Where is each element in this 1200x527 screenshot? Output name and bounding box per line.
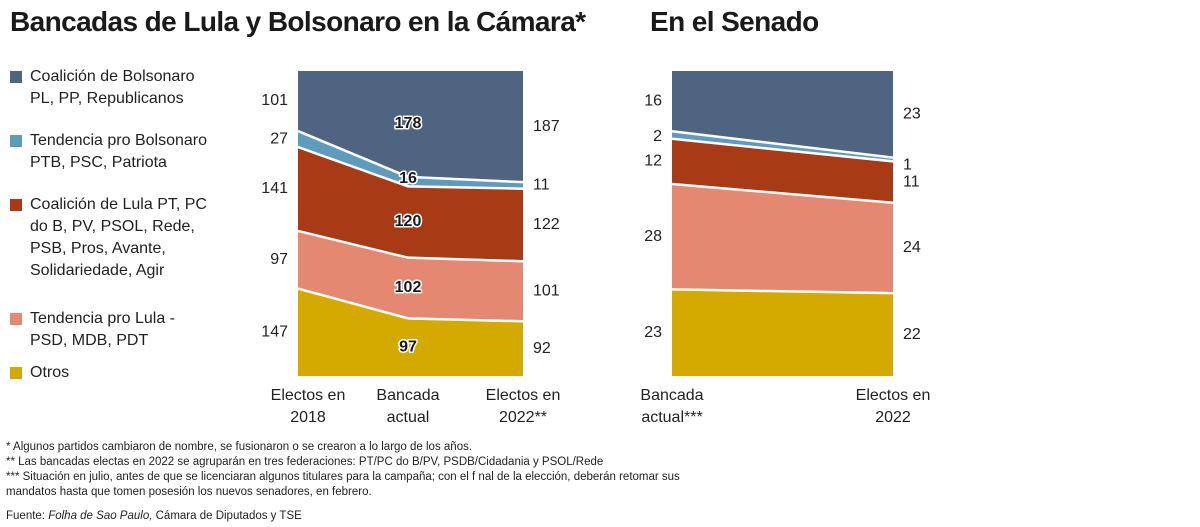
data-label: 101: [261, 92, 288, 109]
data-label: 24: [903, 239, 921, 256]
chart-senado: 23 28 12 2 16 22 24 111 23 Bancada actual*** Electo…: [640, 71, 931, 426]
data-label: 92: [533, 340, 551, 357]
legend-swatch: [10, 135, 22, 147]
data-label: 101: [533, 282, 560, 299]
area-series: [298, 230, 523, 322]
chart-title-senado: En el Senado: [650, 6, 819, 37]
area-series: [672, 183, 893, 294]
x-axis-label: Bancada: [640, 387, 703, 404]
legend-label: Coalición de Bolsonaro PL, PP, Republican…: [30, 66, 240, 110]
data-label: 22: [903, 326, 921, 343]
data-label: 11: [533, 177, 550, 194]
footnote-3: *** Situación en julio, antes de que se …: [6, 471, 680, 498]
area-series: [298, 147, 523, 262]
footnote-2: ** Las bancadas electas en 2022 se agrup…: [6, 456, 604, 468]
x-axis-label: 2018: [290, 409, 326, 426]
legend-label-line: Solidariedade, Agir: [30, 262, 165, 279]
source-note: Fuente: Folha de Sao Paulo, Cámara de Di…: [6, 509, 302, 524]
data-label: 141: [261, 180, 288, 197]
area-series: [672, 289, 893, 376]
data-label: 97: [399, 338, 417, 355]
chart-camara: 147 97 141 27 101 97 102 120 16 178 92 101 122 11 187 E…: [261, 71, 561, 426]
legend-label: Tendencia pro Bolsonaro PTB, PSC, Patriot…: [30, 130, 240, 174]
data-label: 23: [903, 106, 921, 123]
band-separator: [671, 182, 894, 205]
legend-label: Tendencia pro Lula - PSD, MDB, PDT: [30, 308, 240, 352]
x-axis-label: actual: [387, 409, 430, 426]
area-series: [298, 288, 523, 376]
data-label: 1: [903, 157, 912, 174]
band-separator: [297, 287, 524, 323]
data-label: 27: [270, 130, 288, 147]
data-label: 122: [533, 216, 560, 233]
data-label: 187: [533, 118, 560, 135]
legend-label: Coalición de Lula PT, PC do B, PV, PSOL, …: [30, 194, 240, 282]
x-axis-label: Electos en: [486, 387, 561, 404]
data-label: 97: [270, 251, 288, 268]
footnote-1: * Algunos partidos cambiaron de nombre, …: [6, 441, 473, 453]
legend-label-line: PSD, MDB, PDT: [30, 332, 149, 349]
data-label: 2: [653, 128, 662, 145]
legend-label-line: Tendencia pro Lula -: [30, 310, 175, 327]
data-label: 12: [644, 153, 662, 170]
x-axis-label: 2022**: [499, 409, 547, 426]
source-publication: Folha de Sao Paulo,: [48, 510, 153, 522]
data-label: 102: [395, 279, 422, 296]
x-axis-label: 2022: [875, 409, 911, 426]
x-axis-label: Electos en: [856, 387, 931, 404]
data-label: 28: [644, 228, 662, 245]
legend-label-line: PTB, PSC, Patriota: [30, 154, 167, 171]
band-separator: [671, 288, 894, 295]
data-label: 11: [903, 173, 920, 190]
data-label: 120: [395, 213, 422, 230]
x-axis-label: Bancada: [376, 387, 439, 404]
legend-swatch: [10, 313, 22, 325]
x-axis-label: Electos en: [271, 387, 346, 404]
band-separator: [297, 129, 524, 184]
band-separator: [297, 145, 524, 190]
legend-label-line: PSB, Pros, Avante,: [30, 240, 166, 257]
data-label: 178: [395, 115, 422, 132]
area-series: [672, 138, 893, 203]
legend-label-line: Coalición de Bolsonaro: [30, 68, 195, 85]
legend-swatch: [10, 367, 22, 379]
legend-swatch: [10, 199, 22, 211]
data-label: 23: [644, 324, 662, 341]
source-prefix: Fuente:: [6, 510, 49, 522]
legend-label-line: do B, PV, PSOL, Rede,: [30, 218, 195, 235]
data-label: 16: [399, 170, 417, 187]
chart-title-camara: Bancadas de Lula y Bolsonaro en la Cámar…: [10, 6, 586, 37]
x-axis-label: actual***: [641, 409, 702, 426]
legend-label: Otros: [30, 362, 240, 384]
band-separator: [671, 130, 894, 159]
footnotes: * Algunos partidos cambiaron de nombre, …: [6, 440, 686, 500]
data-label: 16: [644, 92, 662, 109]
legend-label-line: PL, PP, Republicanos: [30, 90, 184, 107]
legend-swatch: [10, 71, 22, 83]
data-label: 147: [261, 324, 288, 341]
legend-label-line: Otros: [30, 364, 70, 381]
area-series: [672, 71, 893, 158]
band-separator: [297, 229, 524, 263]
legend-label-line: Tendencia pro Bolsonaro: [30, 132, 208, 149]
band-separator: [671, 137, 894, 163]
legend-label-line: Coalición de Lula PT, PC: [30, 196, 207, 213]
source-rest: Cámara de Diputados y TSE: [152, 510, 302, 522]
